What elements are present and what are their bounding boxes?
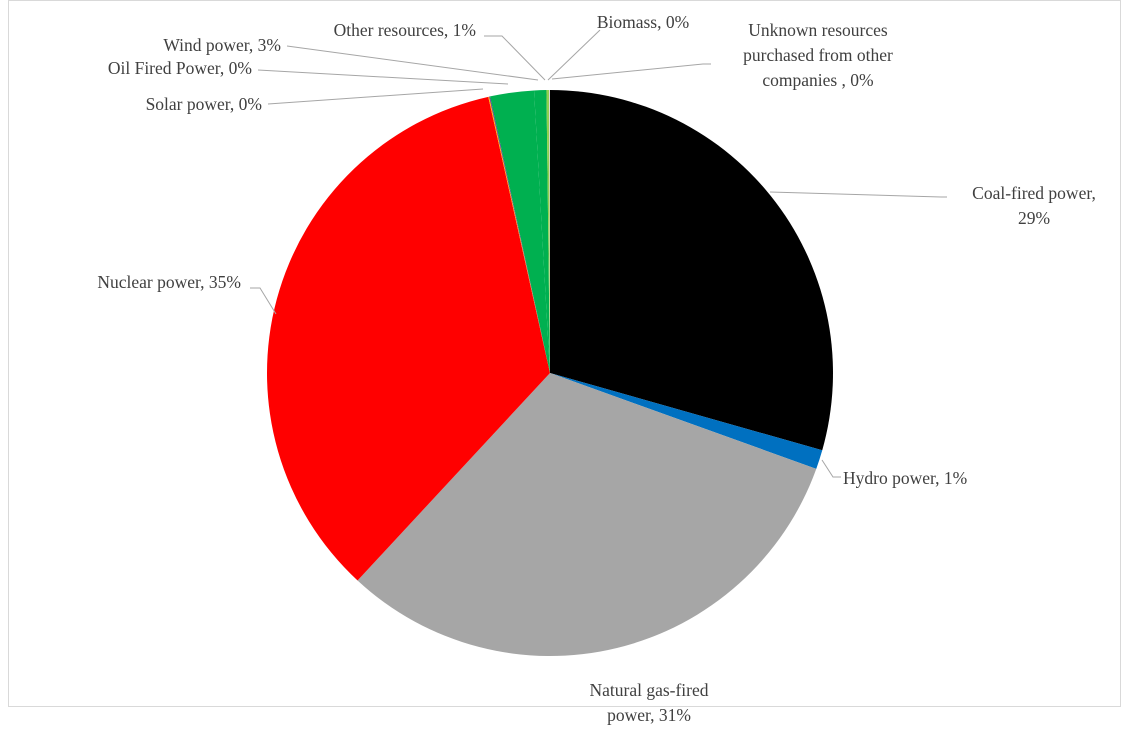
pie-slices <box>267 89 833 657</box>
pie-slice-wind-power <box>490 90 550 373</box>
data-label-line: Nuclear power, 35% <box>97 272 241 292</box>
pie-slice-oil-fired-power <box>489 96 550 374</box>
data-label-wind-power: Wind power, 3% <box>163 35 281 55</box>
leader-line-oil-fired-power <box>257 69 509 85</box>
pie-slice-unknown-resources-purchased-from-other-companies <box>549 89 550 373</box>
data-label-hydro-power: Hydro power, 1% <box>843 468 967 488</box>
data-label-line: Coal-fired power, <box>972 183 1096 203</box>
label-leader-lines <box>250 29 947 478</box>
data-label-line: Natural gas-fired <box>589 680 708 700</box>
data-label-line: Hydro power, 1% <box>843 468 967 488</box>
leader-line-solar-power <box>267 88 484 105</box>
data-label-line: purchased from other <box>743 45 893 65</box>
data-label-other-resources: Other resources, 1% <box>334 20 476 40</box>
data-label-line: Other resources, 1% <box>334 20 476 40</box>
leader-line-coal-fired-power <box>769 191 947 198</box>
data-label-line: Biomass, 0% <box>597 12 689 32</box>
data-label-line: Unknown resources <box>748 20 888 40</box>
data-label-line: Oil Fired Power, 0% <box>108 58 252 78</box>
data-label-coal-fired-power: Coal-fired power, 29% <box>972 183 1096 228</box>
leader-line-other-resources <box>484 35 546 81</box>
pie-slice-natural-gas-fired-power <box>357 373 817 657</box>
leader-line-hydro-power <box>821 459 841 478</box>
data-label-line: power, 31% <box>607 705 691 725</box>
pie-slice-other-resources <box>534 90 550 374</box>
leader-line-unknown-resources-purchased-from-other-companies <box>551 63 711 80</box>
data-label-line: Wind power, 3% <box>163 35 281 55</box>
data-label-solar-power: Solar power, 0% <box>146 94 262 114</box>
data-label-biomass: Biomass, 0% <box>597 12 689 32</box>
data-label-line: 29% <box>1018 208 1050 228</box>
pie-slice-hydro-power <box>550 373 823 469</box>
leader-line-wind-power <box>286 45 539 81</box>
data-label-line: companies , 0% <box>762 70 873 90</box>
leader-line-biomass <box>547 29 601 81</box>
data-label-unknown-resources-purchased-from-other-companies: Unknown resources purchased from other com… <box>743 20 893 90</box>
data-label-nuclear-power: Nuclear power, 35% <box>97 272 241 292</box>
data-label-line: Solar power, 0% <box>146 94 262 114</box>
leader-line-nuclear-power <box>250 287 277 315</box>
data-label-oil-fired-power: Oil Fired Power, 0% <box>108 58 252 78</box>
pie-slice-solar-power <box>488 96 550 374</box>
pie-slice-coal-fired-power <box>550 90 833 451</box>
pie-slice-biomass <box>546 90 550 373</box>
data-label-natural-gas-fired-power: Natural gas-fired power, 31% <box>589 680 708 725</box>
data-labels: Coal-fired power, 29% Hydro power, 1% Natur… <box>97 12 1095 725</box>
pie-slice-nuclear-power <box>267 96 550 581</box>
